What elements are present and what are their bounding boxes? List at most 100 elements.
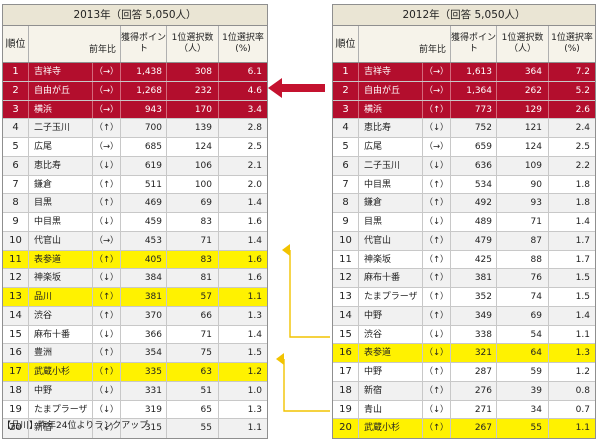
trend-cell: （↑） xyxy=(423,100,451,119)
area-name-cell: 麻布十番 xyxy=(359,269,423,287)
first-count-cell: 63 xyxy=(167,363,219,381)
first-count-cell: 124 xyxy=(167,138,219,156)
table-row: 16 豊洲 （↑） 354 75 1.5 xyxy=(3,344,267,363)
trend-cell: （↑） xyxy=(93,194,121,212)
first-rate-cell: 1.4 xyxy=(247,329,262,340)
table-row: 8 目黒 （↑） 469 69 1.4 xyxy=(3,194,267,213)
table-row: 10 代官山 （→） 453 71 1.4 xyxy=(3,231,267,251)
area-name-cell: 横浜 xyxy=(359,100,423,119)
area-name-cell: 広尾 xyxy=(359,138,423,156)
area-name-cell: 吉祥寺 xyxy=(29,63,93,81)
header-first-count: 1位選択数（人） xyxy=(497,26,549,62)
first-rate-cell: 1.6 xyxy=(247,273,262,284)
rank-cell: 4 xyxy=(333,119,359,137)
table-row: 7 中目黒 （↑） 534 90 1.8 xyxy=(333,175,595,195)
trend-cell: （↓） xyxy=(93,156,121,175)
first-rate-cell: 1.3 xyxy=(247,404,262,415)
trend-cell: （↑） xyxy=(423,381,451,400)
trend-cell: （↓） xyxy=(93,381,121,400)
first-count-cell: 90 xyxy=(497,175,549,194)
rank-cell: 1 xyxy=(3,63,29,81)
trend-cell: （→） xyxy=(93,100,121,119)
first-rate-cell: 4.6 xyxy=(247,85,262,96)
table-row: 17 中野 （↑） 287 59 1.2 xyxy=(333,363,595,382)
points-cell: 319 xyxy=(121,400,167,419)
rank-cell: 8 xyxy=(333,194,359,212)
points-cell: 489 xyxy=(451,213,497,231)
table-row: 5 広尾 （→） 659 124 2.5 xyxy=(333,138,595,157)
trend-cell: （→） xyxy=(423,63,451,81)
rank-cell: 17 xyxy=(333,363,359,381)
rank-cell: 18 xyxy=(3,381,29,400)
points-cell: 492 xyxy=(451,194,497,212)
table-row: 20 新宿 （↓） 315 55 1.1 xyxy=(3,419,267,438)
points-cell: 425 xyxy=(451,250,497,269)
rank-cell: 16 xyxy=(333,344,359,362)
first-rate-cell: 1.1 xyxy=(575,423,590,434)
table-row: 6 二子玉川 （↓） 636 109 2.2 xyxy=(333,156,595,176)
first-rate-cell: 2.1 xyxy=(247,160,262,171)
first-count-cell: 74 xyxy=(497,288,549,306)
trend-cell: （↑） xyxy=(93,175,121,194)
connector-arrowhead-omotesando xyxy=(282,244,290,256)
first-count-cell: 87 xyxy=(497,231,549,250)
first-count-cell: 71 xyxy=(167,231,219,250)
table-row: 12 神楽坂 （↓） 384 81 1.6 xyxy=(3,269,267,288)
table-row: 16 表参道 （↓） 321 64 1.3 xyxy=(333,344,595,363)
trend-cell: （↑） xyxy=(423,231,451,250)
first-count-cell: 71 xyxy=(167,325,219,344)
points-cell: 459 xyxy=(121,213,167,231)
trend-cell: （↑） xyxy=(423,419,451,438)
table-row: 13 たまプラーザ （↑） 352 74 1.5 xyxy=(333,288,595,307)
table-row: 19 たまプラーザ （↓） 319 65 1.3 xyxy=(3,400,267,420)
points-cell: 773 xyxy=(451,100,497,119)
first-rate-cell: 3.4 xyxy=(247,104,262,115)
first-count-cell: 232 xyxy=(167,81,219,100)
points-cell: 381 xyxy=(121,288,167,306)
points-cell: 338 xyxy=(451,325,497,344)
area-name-cell: たまプラーザ xyxy=(359,288,423,306)
trend-cell: （→） xyxy=(93,81,121,100)
rank-cell: 14 xyxy=(333,306,359,325)
first-rate-cell: 2.4 xyxy=(575,123,590,134)
trend-cell: （↑） xyxy=(93,119,121,137)
trend-cell: （↑） xyxy=(93,250,121,269)
trend-cell: （↓） xyxy=(423,400,451,419)
area-name-cell: 目黒 xyxy=(29,194,93,212)
first-rate-cell: 6.1 xyxy=(247,67,262,77)
header-rank: 順位 xyxy=(333,26,359,62)
table-row: 11 神楽坂 （↑） 425 88 1.7 xyxy=(333,250,595,270)
table-header: 順位 前年比 獲得ポイント 1位選択数（人） 1位選択率(%) xyxy=(333,26,595,63)
table-row: 7 鎌倉 （↑） 511 100 2.0 xyxy=(3,175,267,195)
points-cell: 267 xyxy=(451,419,497,438)
first-count-cell: 76 xyxy=(497,269,549,287)
table-row: 2 自由が丘 （→） 1,364 262 5.2 xyxy=(333,81,595,101)
first-rate-cell: 1.7 xyxy=(575,235,590,246)
points-cell: 370 xyxy=(121,306,167,325)
area-name-cell: 中野 xyxy=(359,306,423,325)
table-body: 1 吉祥寺 （→） 1,613 364 7.2 2 自由が丘 （→） 1,364 262 5.2 3 横浜… xyxy=(333,63,595,438)
rank-cell: 19 xyxy=(3,400,29,419)
first-rate-cell: 0.8 xyxy=(575,385,590,396)
first-count-cell: 65 xyxy=(167,400,219,419)
table-row: 5 広尾 （→） 685 124 2.5 xyxy=(3,138,267,157)
points-cell: 366 xyxy=(121,325,167,344)
rank-cell: 10 xyxy=(333,231,359,250)
first-count-cell: 59 xyxy=(497,363,549,381)
points-cell: 619 xyxy=(121,156,167,175)
area-name-cell: 豊洲 xyxy=(29,344,93,362)
rank-cell: 7 xyxy=(3,175,29,194)
first-rate-cell: 1.0 xyxy=(247,385,262,396)
first-rate-cell: 1.8 xyxy=(575,198,590,209)
table-title: 2012年（回答 5,050人） xyxy=(333,5,595,26)
rank-cell: 17 xyxy=(3,363,29,381)
first-rate-cell: 1.1 xyxy=(247,292,262,302)
trend-cell: （↑） xyxy=(93,363,121,381)
first-count-cell: 64 xyxy=(497,344,549,362)
points-cell: 1,268 xyxy=(121,81,167,100)
first-count-cell: 364 xyxy=(497,63,549,81)
first-count-cell: 121 xyxy=(497,119,549,137)
table-row: 11 表参道 （↑） 405 83 1.6 xyxy=(3,250,267,270)
trend-cell: （→） xyxy=(423,81,451,100)
first-count-cell: 75 xyxy=(167,344,219,362)
